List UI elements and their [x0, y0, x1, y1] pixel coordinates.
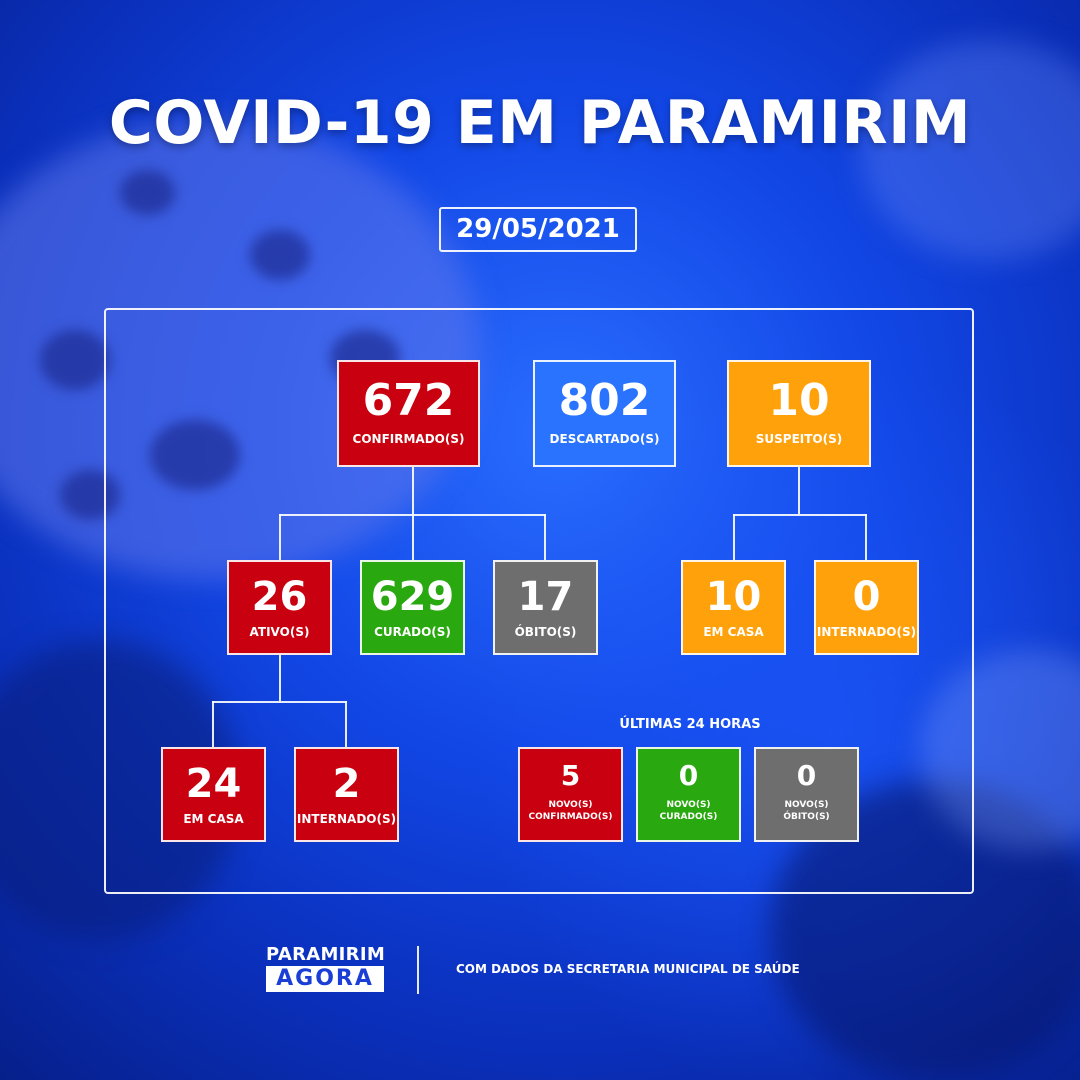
obitos-card: 17 ÓBITO(S)	[493, 560, 598, 655]
novos-curados-card: 0 NOVO(S) CURADO(S)	[636, 747, 741, 842]
confirmados-value: 672	[362, 375, 455, 426]
novos-confirmados-card: 5 NOVO(S) CONFIRMADO(S)	[518, 747, 623, 842]
connector-line	[798, 466, 800, 514]
label-line: CURADO(S)	[659, 812, 718, 822]
paramirim-agora-logo: PARAMIRIM AGORA	[266, 944, 386, 992]
label-line: NOVO(S)	[548, 800, 593, 810]
connector-line	[279, 653, 281, 701]
connector-line	[865, 514, 867, 560]
virus-spike	[60, 470, 120, 520]
suspeitos-label: SUSPEITO(S)	[755, 432, 843, 446]
descartados-label: DESCARTADO(S)	[549, 432, 660, 446]
data-source-text: COM DADOS DA SECRETARIA MUNICIPAL DE SAÚ…	[456, 962, 800, 976]
confirmados-card: 672 CONFIRMADO(S)	[337, 360, 480, 467]
page-title: COVID-19 EM PARAMIRIM	[108, 88, 972, 158]
novos-obitos-card: 0 NOVO(S) ÓBITO(S)	[754, 747, 859, 842]
suspeitos-em-casa-label: EM CASA	[703, 625, 764, 639]
logo-bottom-text: AGORA	[266, 966, 384, 992]
suspeitos-value: 10	[768, 375, 830, 426]
connector-line	[412, 514, 414, 560]
logo-top-text: PARAMIRIM	[266, 944, 386, 965]
curados-value: 629	[370, 574, 455, 620]
ativos-internados-card: 2 INTERNADO(S)	[294, 747, 399, 842]
connector-line	[212, 701, 347, 703]
descartados-value: 802	[558, 375, 651, 426]
label-line: NOVO(S)	[666, 800, 711, 810]
suspeitos-internados-value: 0	[852, 574, 881, 620]
virus-spike	[250, 230, 310, 280]
descartados-card: 802 DESCARTADO(S)	[533, 360, 676, 467]
confirmados-label: CONFIRMADO(S)	[352, 432, 465, 446]
obitos-label: ÓBITO(S)	[514, 625, 577, 639]
curados-card: 629 CURADO(S)	[360, 560, 465, 655]
ativos-em-casa-card: 24 EM CASA	[161, 747, 266, 842]
connector-line	[412, 466, 414, 514]
ativos-value: 26	[251, 574, 308, 620]
ativos-label: ATIVO(S)	[249, 625, 310, 639]
novos-obitos-label: NOVO(S) ÓBITO(S)	[756, 799, 857, 823]
virus-spike	[120, 170, 175, 215]
stats-panel	[104, 308, 974, 894]
suspeitos-internados-label: INTERNADO(S)	[816, 625, 917, 639]
suspeitos-em-casa-card: 10 EM CASA	[681, 560, 786, 655]
curados-label: CURADO(S)	[374, 625, 451, 639]
suspeitos-em-casa-value: 10	[705, 574, 762, 620]
virus-spike	[150, 420, 240, 490]
ativos-em-casa-label: EM CASA	[183, 812, 244, 826]
footer-divider	[417, 946, 419, 994]
novos-obitos-value: 0	[796, 759, 817, 792]
suspeitos-internados-card: 0 INTERNADO(S)	[814, 560, 919, 655]
label-line: CONFIRMADO(S)	[528, 812, 613, 822]
virus-blob	[860, 40, 1080, 260]
connector-line	[544, 514, 546, 560]
ativos-internados-label: INTERNADO(S)	[296, 812, 397, 826]
date-badge: 29/05/2021	[439, 207, 637, 252]
novos-curados-value: 0	[678, 759, 699, 792]
last-24h-title: ÚLTIMAS 24 HORAS	[619, 717, 761, 732]
ativos-em-casa-value: 24	[185, 761, 242, 807]
suspeitos-card: 10 SUSPEITO(S)	[727, 360, 871, 467]
novos-curados-label: NOVO(S) CURADO(S)	[638, 799, 739, 823]
connector-line	[279, 514, 281, 560]
connector-line	[733, 514, 735, 560]
label-line: ÓBITO(S)	[783, 812, 830, 822]
virus-spike	[40, 330, 110, 390]
novos-confirmados-label: NOVO(S) CONFIRMADO(S)	[520, 799, 621, 823]
obitos-value: 17	[517, 574, 574, 620]
ativos-card: 26 ATIVO(S)	[227, 560, 332, 655]
connector-line	[733, 514, 867, 516]
connector-line	[212, 701, 214, 747]
novos-confirmados-value: 5	[560, 759, 581, 792]
label-line: NOVO(S)	[784, 800, 829, 810]
ativos-internados-value: 2	[332, 761, 361, 807]
connector-line	[345, 701, 347, 747]
